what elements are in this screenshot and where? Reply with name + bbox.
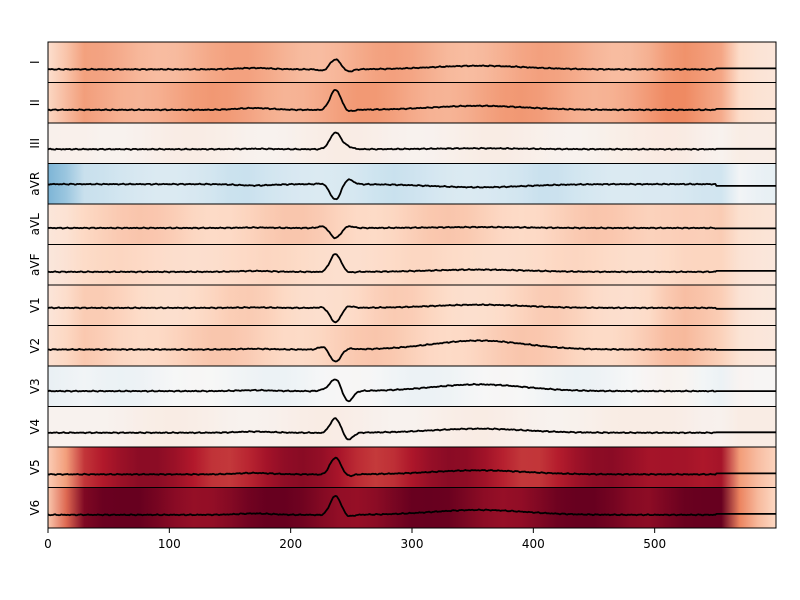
relevance-background-V4 [48,406,776,447]
relevance-background-III [48,123,776,164]
relevance-background-II [48,82,776,123]
lead-label-V2: V2 [28,338,42,354]
ecg-trace-V2 [48,339,776,363]
lead-label-V3: V3 [28,378,42,394]
ecg-trace-aVL [47,225,776,240]
x-tick-label-0: 0 [44,537,52,551]
ecg-trace-V6 [47,495,776,517]
relevance-background-V6 [48,487,776,528]
x-tick-label-100: 100 [158,537,181,551]
ecg-trace-V1 [47,303,776,324]
lead-strip-V5: V5 [28,446,777,488]
lead-strip-II: II [28,82,777,124]
lead-label-III: III [28,138,42,149]
ecg-trace-V5 [47,456,776,478]
relevance-background-V5 [48,447,776,488]
ecg-trace-V4 [47,417,776,441]
x-tick-label-400: 400 [522,537,545,551]
x-tick-label-200: 200 [279,537,302,551]
ecg-trace-V3 [47,378,776,403]
x-tick-label-300: 300 [401,537,424,551]
lead-strip-aVL: aVL [28,203,777,245]
lead-strip-aVF: aVF [28,244,777,286]
relevance-background-aVL [48,204,776,245]
lead-label-I: I [28,60,42,64]
ecg-trace-aVF [47,253,776,274]
lead-strip-V1: V1 [28,284,777,326]
relevance-background-aVF [48,244,776,285]
lead-label-V4: V4 [28,419,42,435]
lead-label-aVL: aVL [28,213,42,236]
ecg-trace-II [47,89,776,112]
relevance-background-I [48,42,776,83]
ecg-trace-aVR [47,178,776,201]
lead-label-aVF: aVF [28,253,42,276]
lead-label-V6: V6 [28,500,42,516]
lead-strip-aVR: aVR [28,163,777,205]
x-axis: 0 100 200 300 400 500 [44,528,666,551]
lead-strip-V2: V2 [28,325,777,367]
relevance-background-V1 [48,285,776,326]
relevance-background-V3 [48,366,776,407]
lead-label-aVR: aVR [28,172,42,196]
lead-strip-I: I [28,41,777,83]
lead-label-V5: V5 [28,459,42,475]
lead-strip-V6: V6 [28,487,777,529]
lead-strip-V4: V4 [28,406,777,448]
ecg-trace-III [47,131,776,151]
lead-label-V1: V1 [28,297,42,313]
lead-strip-III: III [28,122,777,164]
ecg-trace-I [47,58,776,73]
lead-strip-V3: V3 [28,365,777,407]
x-tick-label-500: 500 [643,537,666,551]
lead-label-II: II [28,99,42,106]
